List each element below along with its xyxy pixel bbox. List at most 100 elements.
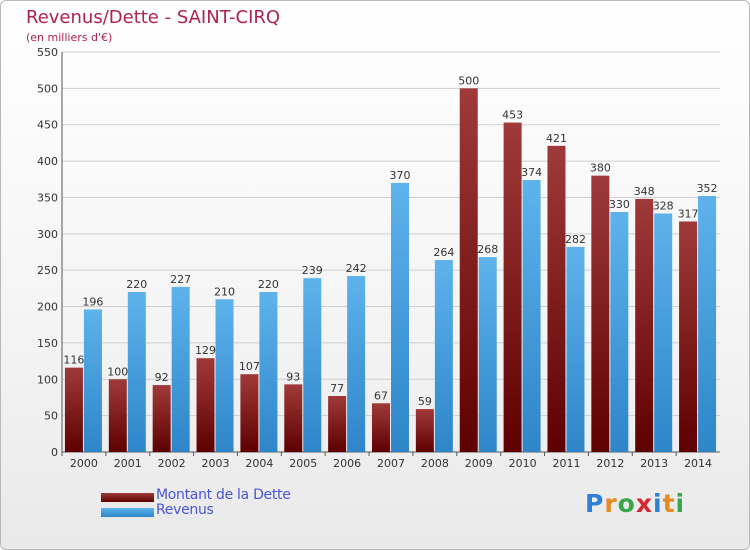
- data-label-dette: 348: [634, 185, 655, 198]
- data-label-revenus: 210: [214, 285, 235, 298]
- legend-swatch-dette: [101, 493, 154, 502]
- x-tick-label: 2014: [684, 457, 712, 470]
- data-label-dette: 453: [502, 109, 523, 122]
- data-label-revenus: 328: [653, 199, 674, 212]
- y-tick-label: 200: [37, 301, 58, 314]
- data-label-revenus: 239: [302, 264, 323, 277]
- data-label-revenus: 227: [170, 273, 191, 286]
- y-tick-label: 400: [37, 155, 58, 168]
- bar-dette: [415, 409, 434, 452]
- bar-dette: [459, 88, 478, 452]
- bar-dette: [503, 122, 522, 452]
- bar-dette: [328, 396, 347, 452]
- logo-letter: r: [604, 489, 618, 518]
- bar-dette: [635, 198, 654, 452]
- y-tick-label: 300: [37, 228, 58, 241]
- x-tick-label: 2010: [509, 457, 537, 470]
- data-label-dette: 67: [374, 389, 388, 402]
- bar-revenus: [215, 299, 234, 452]
- chart-subtitle: (en milliers d'€): [26, 31, 112, 44]
- bar-dette: [152, 385, 171, 452]
- y-tick-label: 550: [37, 46, 58, 59]
- data-label-revenus: 196: [82, 295, 103, 308]
- y-tick-label: 0: [51, 446, 58, 459]
- data-label-revenus: 352: [697, 182, 718, 195]
- data-label-revenus: 370: [390, 169, 411, 182]
- bar-revenus: [171, 286, 190, 452]
- bar-dette: [108, 379, 127, 452]
- legend-label-dette: Montant de la Dette: [156, 487, 291, 503]
- x-tick-label: 2000: [70, 457, 98, 470]
- x-tick-label: 2007: [377, 457, 405, 470]
- data-label-dette: 421: [546, 132, 567, 145]
- data-label-dette: 100: [107, 365, 128, 378]
- y-tick-label: 250: [37, 264, 58, 277]
- bar-revenus: [522, 180, 541, 452]
- data-label-dette: 317: [678, 207, 699, 220]
- x-tick-label: 2012: [596, 457, 624, 470]
- data-label-revenus: 330: [609, 198, 630, 211]
- data-label-dette: 92: [155, 371, 169, 384]
- data-label-dette: 116: [63, 354, 84, 367]
- bar-revenus: [127, 292, 146, 452]
- y-tick-label: 350: [37, 191, 58, 204]
- data-label-revenus: 242: [346, 262, 367, 275]
- bar-revenus: [259, 292, 278, 452]
- bar-revenus: [478, 257, 497, 452]
- y-tick-label: 100: [37, 373, 58, 386]
- bar-revenus: [391, 182, 409, 452]
- logo-letter: i: [675, 489, 686, 518]
- bar-revenus: [434, 260, 453, 452]
- bar-dette: [240, 374, 259, 452]
- data-label-dette: 500: [458, 74, 479, 87]
- x-tick-label: 2004: [245, 457, 273, 470]
- x-tick-label: 2005: [289, 457, 317, 470]
- x-tick-label: 2013: [640, 457, 668, 470]
- logo-letter: t: [662, 489, 676, 518]
- data-label-revenus: 268: [477, 243, 498, 256]
- y-tick-label: 500: [37, 82, 58, 95]
- bar-revenus: [566, 246, 585, 452]
- bar-dette: [679, 221, 698, 452]
- logo-letter: x: [635, 489, 653, 518]
- chart-title: Revenus/Dette - SAINT-CIRQ: [26, 7, 280, 28]
- legend-swatch-revenus: [101, 508, 154, 517]
- data-label-revenus: 282: [565, 233, 586, 246]
- data-label-revenus: 220: [258, 278, 279, 291]
- legend-label-revenus: Revenus: [156, 502, 214, 518]
- x-tick-label: 2009: [465, 457, 493, 470]
- data-label-dette: 93: [286, 370, 300, 383]
- bar-revenus: [303, 278, 322, 452]
- bar-revenus: [654, 213, 673, 452]
- data-label-dette: 380: [590, 162, 611, 175]
- x-tick-label: 2001: [114, 457, 142, 470]
- data-label-revenus: 374: [521, 166, 542, 179]
- bar-dette: [591, 175, 610, 453]
- x-tick-label: 2006: [333, 457, 361, 470]
- bar-dette: [547, 145, 566, 452]
- data-label-revenus: 220: [126, 278, 147, 291]
- logo-letter: o: [617, 489, 636, 518]
- bar-revenus: [610, 212, 629, 452]
- data-label-dette: 59: [418, 395, 432, 408]
- data-label-revenus: 264: [433, 246, 454, 259]
- bar-revenus: [83, 309, 102, 452]
- bar-dette: [64, 367, 83, 452]
- y-tick-label: 450: [37, 119, 58, 132]
- data-label-dette: 77: [330, 382, 344, 395]
- data-label-dette: 129: [195, 344, 216, 357]
- x-tick-label: 2008: [421, 457, 449, 470]
- logo-letter: P: [585, 489, 605, 518]
- bar-dette: [284, 384, 303, 452]
- x-tick-label: 2002: [158, 457, 186, 470]
- proxiti-logo: Proxiti: [585, 489, 685, 518]
- logo-letter: i: [653, 489, 663, 518]
- data-label-dette: 107: [239, 360, 260, 373]
- bar-revenus: [698, 196, 717, 452]
- bar-revenus: [347, 276, 366, 452]
- x-tick-label: 2003: [202, 457, 230, 470]
- bar-dette: [196, 358, 215, 452]
- bar-dette: [372, 403, 390, 452]
